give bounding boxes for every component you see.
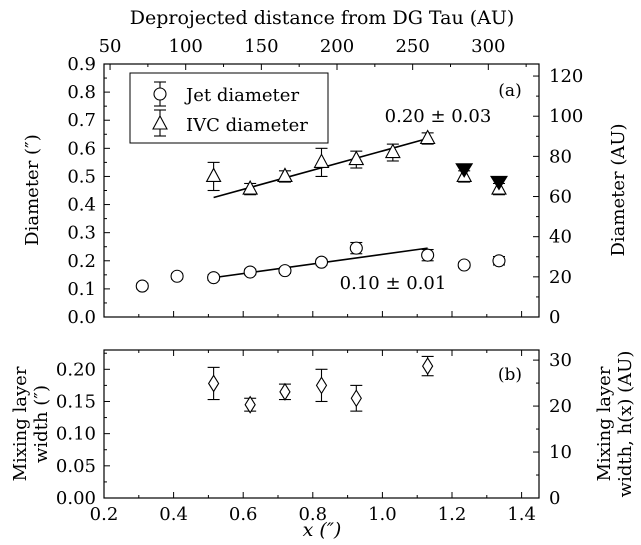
panel-b-y-tick-label: 0.20 bbox=[56, 359, 96, 380]
legend-jet-diameter: Jet diameter bbox=[184, 85, 299, 106]
legend-ivc-diameter: IVC diameter bbox=[186, 115, 308, 136]
panel-b-x-tick-label: 1.2 bbox=[438, 504, 467, 525]
panel-b-x-tick-label: 0.4 bbox=[159, 504, 188, 525]
panel-b-right-y-axis-label-line2: width, h(x) (AU) bbox=[615, 351, 636, 498]
panel-a-right-y-tick-label: 120 bbox=[549, 66, 583, 87]
top-x-tick-label: 250 bbox=[395, 36, 429, 57]
panel-a-right-y-tick-label: 80 bbox=[549, 146, 572, 167]
panel-a-right-y-tick-label: 20 bbox=[549, 267, 572, 288]
panel-a-right-y-tick-label: 40 bbox=[549, 227, 572, 248]
legend: Jet diameter IVC diameter bbox=[129, 72, 329, 144]
panel-b-y-tick-label: 0.15 bbox=[56, 391, 96, 412]
panel-b-right-y-tick-label: 10 bbox=[549, 442, 572, 463]
ivc-diameter-point bbox=[242, 179, 259, 195]
jet-diameter-point bbox=[278, 264, 292, 278]
jet-diameter-point bbox=[314, 255, 329, 269]
panel-b-right-y-tick-label: 30 bbox=[549, 350, 572, 371]
legend-box bbox=[129, 72, 329, 144]
panel-a-right-y-tick-label: 0 bbox=[549, 307, 560, 328]
jet-diameter-point bbox=[349, 241, 363, 255]
panel-b-x-tick-label: 0.6 bbox=[229, 504, 258, 525]
ivc-diameter-point bbox=[277, 167, 293, 182]
top-x-tick-label: 50 bbox=[99, 36, 122, 57]
panel-a-y-tick-label: 0.3 bbox=[67, 223, 96, 244]
panel-a-right-y-tick-label: 100 bbox=[549, 106, 583, 127]
panel-b-label: (b) bbox=[498, 365, 522, 385]
panel-a-y-tick-label: 0.9 bbox=[67, 54, 96, 75]
panel-a-y-tick-label: 0.0 bbox=[67, 307, 96, 328]
x-axis-label: x (″) bbox=[303, 519, 342, 541]
jet-fit-annotation: 0.10 ± 0.01 bbox=[340, 273, 447, 294]
panel-b-x-tick-label: 1.4 bbox=[507, 504, 536, 525]
jet-diameter-point bbox=[207, 271, 221, 285]
panel-a-y-tick-label: 0.2 bbox=[67, 251, 96, 272]
top-x-axis-label: Deprojected distance from DG Tau (AU) bbox=[130, 7, 515, 29]
panel-a-y-tick-label: 0.1 bbox=[67, 279, 96, 300]
top-x-tick-label: 200 bbox=[320, 36, 354, 57]
legend-triangle-marker bbox=[152, 109, 168, 137]
top-x-tick-label: 300 bbox=[471, 36, 505, 57]
panel-a-y-tick-label: 0.4 bbox=[67, 195, 96, 216]
panel-b-y-axis-label-line1: Mixing layer bbox=[10, 366, 31, 481]
mixing-layer-width-point bbox=[315, 376, 328, 395]
panel-b-x-tick-label: 0.2 bbox=[90, 504, 119, 525]
ivc-fit-annotation: 0.20 ± 0.03 bbox=[385, 106, 492, 127]
panel-a-y-tick-label: 0.8 bbox=[67, 82, 96, 103]
ivc-diameter-point bbox=[348, 150, 365, 166]
panel-b-right-y-tick-label: 0 bbox=[549, 488, 560, 509]
panel-b-frame bbox=[103, 349, 540, 499]
jet-diameter-point bbox=[421, 248, 435, 262]
ivc-upper-limit-marker bbox=[489, 175, 508, 191]
panel-a-y-tick-label: 0.6 bbox=[67, 138, 96, 159]
jet-diameter-point bbox=[135, 279, 149, 293]
panel-b-x-tick-label: 1.0 bbox=[368, 504, 397, 525]
panel-a-y-tick-label: 0.7 bbox=[67, 110, 96, 131]
top-x-tick-label: 150 bbox=[244, 36, 278, 57]
jet-diameter-point bbox=[457, 258, 471, 272]
panel-a-y-axis-label: Diameter (″) bbox=[22, 134, 43, 246]
top-x-tick-label: 100 bbox=[169, 36, 203, 57]
panel-a-label: (a) bbox=[498, 81, 521, 101]
legend-circle-marker bbox=[153, 81, 167, 107]
panel-b-y-tick-label: 0.10 bbox=[56, 424, 96, 445]
mixing-layer-width-point bbox=[421, 357, 434, 376]
mixing-layer-width-point bbox=[244, 395, 256, 414]
mixing-layer-width-point bbox=[350, 389, 362, 408]
panel-b-y-tick-label: 0.00 bbox=[56, 488, 96, 509]
ivc-diameter-point bbox=[313, 153, 330, 168]
chart-marks: 0.0 0.1 0.2 0.3 0.4 0.5 0.6 0.7 0.8 0.9 0 20 40 60 80 1… bbox=[56, 36, 583, 525]
panel-b-x-tick-label: 0.8 bbox=[298, 504, 327, 525]
panel-b-y-tick-label: 0.05 bbox=[56, 456, 96, 477]
mixing-layer-width-point bbox=[279, 382, 291, 401]
panel-b-right-y-tick-label: 20 bbox=[549, 396, 572, 417]
panel-a-right-y-axis-label: Diameter (AU) bbox=[608, 123, 629, 256]
jet-diameter-point bbox=[170, 269, 184, 283]
jet-diameter-point bbox=[243, 265, 257, 279]
panel-b-y-axis-label-line2: width (″) bbox=[31, 385, 52, 463]
panel-b-right-y-axis-label-line1: Mixing layer bbox=[594, 366, 615, 481]
ivc-diameter-point bbox=[205, 167, 222, 182]
ivc-upper-limit-marker bbox=[455, 163, 474, 178]
mixing-layer-width-point bbox=[207, 374, 220, 393]
jet-diameter-point bbox=[492, 254, 506, 268]
panel-a-y-tick-label: 0.5 bbox=[67, 166, 96, 187]
ivc-diameter-point bbox=[384, 143, 401, 159]
panel-a-right-y-tick-label: 60 bbox=[549, 187, 572, 208]
ivc-diameter-point bbox=[419, 129, 436, 145]
